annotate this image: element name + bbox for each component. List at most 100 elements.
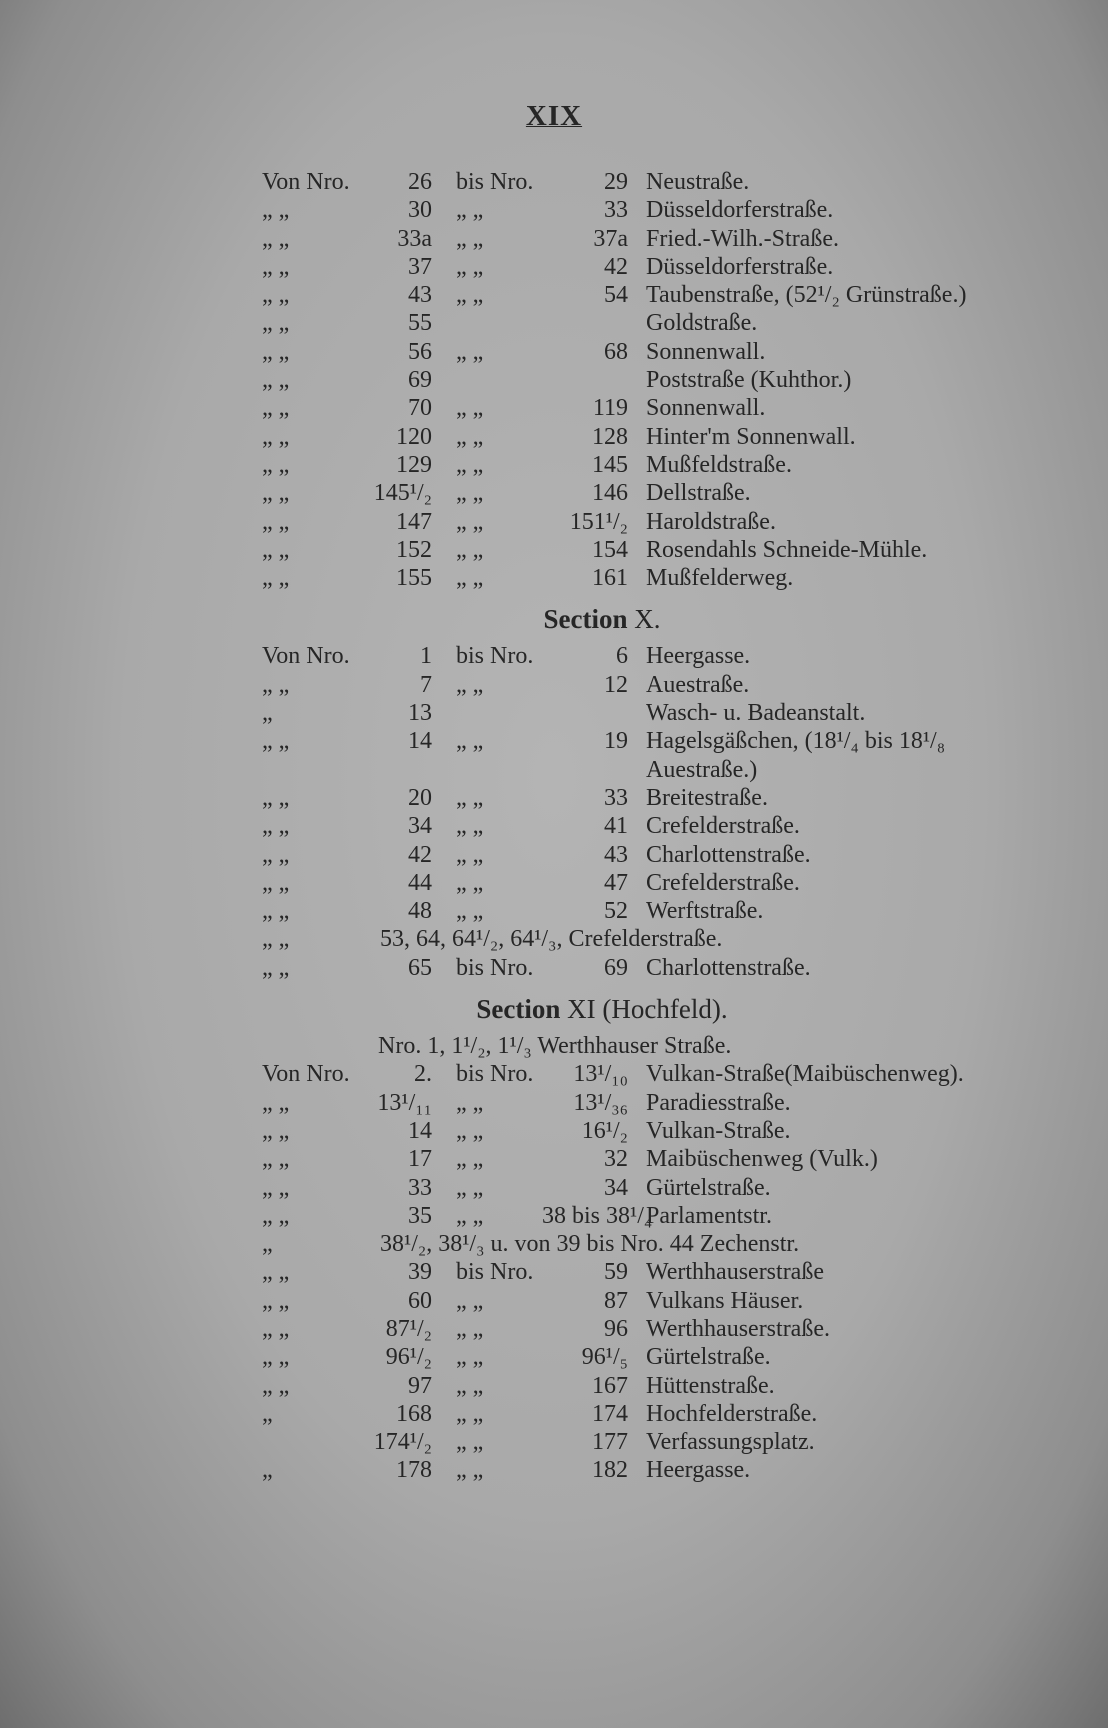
street-name: Maibüschenweg (Vulk.)	[646, 1146, 878, 1173]
to-prefix: „ „	[456, 338, 484, 365]
to-prefix: „ „	[456, 1174, 484, 1201]
from-number: 35	[408, 1202, 432, 1229]
to-number: 119	[592, 395, 628, 422]
table-row: 174¹/₂ „ „ 177 Verfassungsplatz.	[262, 1428, 982, 1456]
to-prefix: „ „	[456, 784, 484, 811]
to-prefix: „ „	[456, 253, 484, 280]
street-name: Paradiesstraße.	[646, 1089, 791, 1116]
to-number: 161	[592, 565, 628, 592]
to-prefix: „ „	[456, 1315, 484, 1342]
table-row: „ „ 69 Poststraße (Kuhthor.)	[262, 366, 982, 394]
to-prefix: „ „	[456, 451, 484, 478]
from-prefix: „	[262, 1231, 273, 1258]
from-prefix: „ „	[262, 1372, 290, 1399]
from-number: 60	[408, 1287, 432, 1314]
row-text: 38¹/₂, 38¹/₃ u. von 39 bis Nro. 44 Zeche…	[380, 1231, 800, 1258]
to-number: 154	[592, 536, 628, 563]
from-number: 2.	[414, 1061, 432, 1088]
from-prefix: Von Nro.	[262, 643, 350, 670]
to-number: 13¹/₁₀	[573, 1061, 628, 1088]
to-number: 54	[604, 282, 628, 309]
to-prefix: „ „	[456, 508, 484, 535]
from-number: 55	[408, 310, 432, 337]
table-row: „ 178 „ „ 182 Heergasse.	[262, 1456, 982, 1484]
to-number: 37a	[593, 225, 628, 252]
to-prefix: „ „	[456, 898, 484, 925]
table-row: „ „ 33 „ „ 34 Gürtelstraße.	[262, 1174, 982, 1202]
street-name: Hochfelderstraße.	[646, 1400, 818, 1427]
section-intro-line: Nro. 1, 1¹/₂, 1¹/₃ Werthhauser Straße.	[378, 1033, 732, 1060]
from-prefix: „ „	[262, 1174, 290, 1201]
to-number: 96	[604, 1315, 628, 1342]
from-prefix: „ „	[262, 813, 290, 840]
from-number: 26	[408, 169, 432, 195]
from-prefix: „ „	[262, 480, 290, 507]
to-number: 32	[604, 1146, 628, 1173]
from-prefix: „ „	[262, 869, 290, 896]
from-number: 69	[408, 367, 432, 394]
to-number: 128	[592, 423, 628, 450]
street-name: Neustraße.	[646, 169, 750, 195]
to-number: 41	[604, 813, 628, 840]
from-number: 30	[408, 197, 432, 224]
to-prefix: „ „	[456, 813, 484, 840]
to-prefix	[442, 699, 542, 727]
to-prefix: bis Nro.	[456, 1061, 534, 1088]
section-title-number: XI (Hochfeld).	[567, 994, 728, 1025]
from-prefix: „ „	[262, 1146, 290, 1173]
section-title: Section XI (Hochfeld).	[262, 992, 982, 1026]
street-name: Taubenstraße, (52¹/₂ Grünstraße.)	[646, 282, 967, 309]
from-number: 39	[408, 1259, 432, 1286]
from-number: 13¹/₁₁	[377, 1089, 432, 1116]
to-number: 167	[592, 1372, 628, 1399]
street-name: Crefelderstraße.	[646, 869, 800, 896]
from-prefix: „ „	[262, 1089, 290, 1116]
street-name: Wasch- u. Badeanstalt.	[646, 700, 866, 727]
to-number: 34	[604, 1174, 628, 1201]
from-number: 178	[396, 1457, 432, 1484]
street-name: Vulkan-Straße.	[646, 1117, 791, 1144]
from-number: 147	[396, 508, 432, 535]
from-number: 7	[420, 671, 432, 698]
to-prefix: „ „	[456, 1372, 484, 1399]
street-name: Mußfelderweg.	[646, 565, 794, 592]
street-name: Gürtelstraße.	[646, 1344, 771, 1371]
to-prefix	[442, 366, 542, 394]
to-prefix	[442, 309, 542, 337]
from-prefix: „ „	[262, 1315, 290, 1342]
to-prefix: „ „	[456, 1429, 484, 1456]
street-name: Poststraße (Kuhthor.)	[646, 367, 852, 394]
from-number: 14	[408, 1117, 432, 1144]
table-row: „ 38¹/₂, 38¹/₃ u. von 39 bis Nro. 44 Zech…	[262, 1230, 982, 1258]
from-prefix: „ „	[262, 1259, 290, 1286]
table-row: „ „ 7 „ „ 12 Auestraße.	[262, 671, 982, 699]
from-prefix: „ „	[262, 253, 290, 280]
from-number: 174¹/₂	[373, 1429, 432, 1456]
from-number: 168	[396, 1400, 432, 1427]
table-row: „ „ 30 „ „ 33 Düsseldorferstraße.	[262, 196, 982, 224]
to-number: 52	[604, 898, 628, 925]
table-row: „ „ 14 „ „ 19 Hagelsgäßchen, (18¹/₄ bis 18¹/…	[262, 727, 982, 784]
from-number: 152	[396, 536, 432, 563]
to-number	[542, 309, 638, 337]
to-prefix: „ „	[456, 728, 484, 755]
street-name: Sonnenwall.	[646, 395, 766, 422]
from-number: 17	[408, 1146, 432, 1173]
from-prefix: „ „	[262, 536, 290, 563]
to-prefix: bis Nro.	[456, 643, 534, 670]
to-prefix: „ „	[456, 565, 484, 592]
to-prefix: „ „	[456, 1146, 484, 1173]
table-row: „ „ 48 „ „ 52 Werftstraße.	[262, 897, 982, 925]
street-name: Rosendahls Schneide-Mühle.	[646, 536, 928, 563]
from-number: 43	[408, 282, 432, 309]
street-name: Heergasse.	[646, 1457, 751, 1484]
table-row: „ „ 55 Goldstraße.	[262, 309, 982, 337]
to-prefix: „ „	[456, 869, 484, 896]
street-name: Düsseldorferstraße.	[646, 253, 834, 280]
table-row: Von Nro. 1 bis Nro. 6 Heergasse.	[262, 642, 982, 670]
street-name: Heergasse.	[646, 643, 751, 670]
to-prefix: bis Nro.	[456, 1259, 534, 1286]
table-row: „ „ 20 „ „ 33 Breitestraße.	[262, 784, 982, 812]
section-1: Section X. Von Nro. 1 bis Nro. 6 Heergasse. „ …	[262, 602, 982, 982]
to-prefix: „ „	[456, 1344, 484, 1371]
